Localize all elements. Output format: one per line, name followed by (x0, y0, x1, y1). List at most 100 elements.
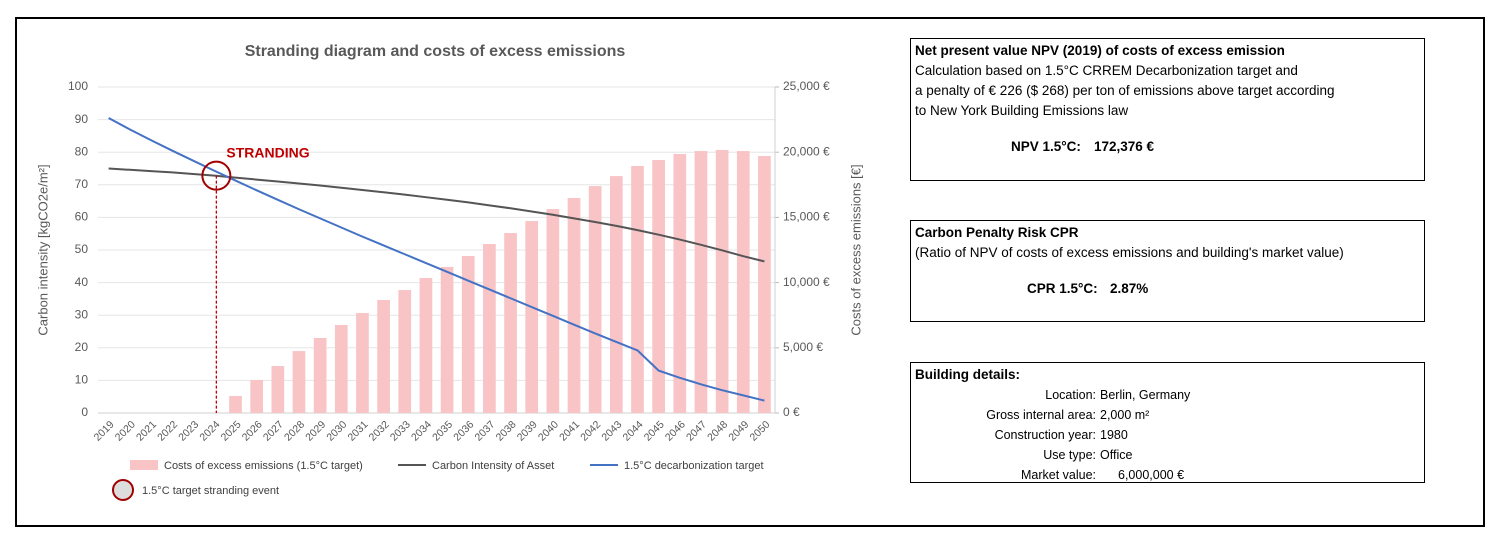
stranding-marker (201, 160, 232, 191)
bar (313, 338, 327, 413)
building-key: Use type: (1043, 448, 1096, 462)
bar (673, 154, 687, 413)
x-tick-label: 2039 (515, 418, 540, 443)
y-axis-label: Carbon intensity [kgCO2e/m²] (35, 164, 50, 335)
x-tick-label: 2028 (282, 418, 307, 443)
bar (229, 396, 242, 413)
x-tick-label: 2025 (219, 418, 244, 443)
bar (652, 160, 665, 413)
x-tick-label: 2019 (92, 418, 117, 443)
legend-label: 1.5°C target stranding event (142, 485, 279, 497)
bar (715, 149, 729, 413)
building-value: 2,000 m² (1100, 408, 1150, 422)
panel-title: Carbon Penalty Risk CPR (915, 225, 1079, 240)
bar (461, 255, 475, 413)
frame (15, 17, 1485, 527)
building-value: Office (1100, 448, 1133, 462)
x-tick-label: 2023 (176, 418, 201, 443)
bar (567, 197, 581, 413)
y-tick-label: 40 (75, 275, 89, 289)
x-tick-label: 2041 (557, 418, 582, 443)
x-tick-label: 2043 (599, 418, 624, 443)
panel-title-row: Net present value NPV (2019) of costs of… (915, 41, 1420, 61)
chart-title: Stranding diagram and costs of excess em… (245, 43, 626, 60)
bar (758, 155, 771, 413)
bar (609, 176, 623, 413)
x-tick-label: 2035 (430, 418, 455, 443)
panel-value: 172,376 € (1094, 139, 1155, 154)
y2-tick-label: 15,000 € (783, 210, 830, 224)
building-row: Gross internal area: 2,000 m² (915, 405, 1420, 425)
panel-title-row: Building details: (915, 365, 1420, 385)
y-tick-label: 50 (75, 242, 89, 256)
y2-axis-label: Costs of excess emissions [€] (848, 164, 863, 335)
legend-label: Costs of excess emissions (1.5°C target) (164, 460, 363, 472)
x-tick-label: 2024 (197, 418, 222, 443)
npv-panel: Net present value NPV (2019) of costs of… (910, 38, 1425, 181)
panel-text: (Ratio of NPV of costs of excess emissio… (915, 245, 1344, 260)
bar (504, 233, 517, 413)
x-tick-label: 2037 (472, 418, 497, 443)
y-tick-label: 80 (75, 144, 89, 158)
x-tick-label: 2022 (155, 418, 180, 443)
bar (546, 209, 560, 413)
stranding-label: STRANDING (226, 144, 309, 160)
bar (271, 366, 285, 413)
building-row: Location: Berlin, Germany (915, 385, 1420, 405)
legend-label: 1.5°C decarbonization target (624, 460, 764, 472)
y2-tick-label: 5,000 € (783, 340, 823, 354)
x-tick-label: 2050 (748, 418, 773, 443)
x-tick-label: 2038 (494, 418, 519, 443)
bar (525, 221, 539, 413)
x-tick-label: 2034 (409, 418, 434, 443)
bar (356, 312, 369, 413)
x-tick-label: 2020 (113, 418, 138, 443)
bar (588, 186, 602, 413)
building-key: Location: (1045, 388, 1096, 402)
y-tick-label: 90 (75, 112, 89, 126)
y2-tick-label: 20,000 € (783, 144, 830, 158)
panel-key: NPV 1.5°C: (1011, 139, 1081, 154)
x-tick-label: 2026 (240, 418, 265, 443)
building-row: Construction year: 1980 (915, 425, 1420, 445)
x-tick-label: 2027 (261, 418, 286, 443)
x-tick-label: 2040 (536, 418, 561, 443)
y-tick-label: 10 (75, 373, 89, 387)
y-tick-label: 70 (75, 177, 89, 191)
panel-title: Net present value NPV (2019) of costs of… (915, 43, 1285, 58)
x-tick-label: 2049 (726, 418, 751, 443)
bar (398, 290, 412, 413)
building-key: Market value: (1020, 468, 1096, 482)
building-key: Gross internal area: (986, 408, 1096, 422)
panel-key: CPR 1.5°C: (1027, 281, 1098, 296)
x-tick-label: 2044 (621, 418, 646, 443)
cpr-panel: Carbon Penalty Risk CPR (Ratio of NPV of … (910, 220, 1425, 322)
panel-text: Calculation based on 1.5°C CRREM Decarbo… (915, 63, 1298, 78)
y2-tick-label: 10,000 € (783, 275, 830, 289)
bar (631, 166, 644, 413)
x-tick-label: 2036 (451, 418, 476, 443)
bar (334, 324, 348, 413)
building-value: 6,000,000 € (1118, 468, 1185, 482)
bar (440, 266, 454, 413)
panel-text: to New York Building Emissions law (915, 103, 1129, 118)
y-tick-label: 0 (81, 405, 88, 419)
y-tick-label: 100 (68, 79, 88, 93)
bar (377, 299, 390, 413)
bar (419, 278, 433, 413)
legend-label: Carbon Intensity of Asset (432, 460, 554, 472)
panel-title-row: Carbon Penalty Risk CPR (915, 223, 1420, 243)
y2-tick-label: 25,000 € (783, 79, 830, 93)
bar (292, 351, 306, 413)
y-tick-label: 60 (75, 210, 89, 224)
bar (736, 151, 750, 413)
panel-kv: NPV 1.5°C: 172,376 € (915, 137, 1420, 157)
bar (694, 151, 708, 413)
building-row: Use type: Office (915, 445, 1420, 465)
building-key: Construction year: (994, 428, 1096, 442)
chart: Stranding diagram and costs of excess em… (35, 43, 863, 501)
panel-kv: CPR 1.5°C: 2.87% (915, 279, 1420, 299)
x-tick-label: 2031 (346, 418, 371, 443)
x-tick-label: 2045 (642, 418, 667, 443)
